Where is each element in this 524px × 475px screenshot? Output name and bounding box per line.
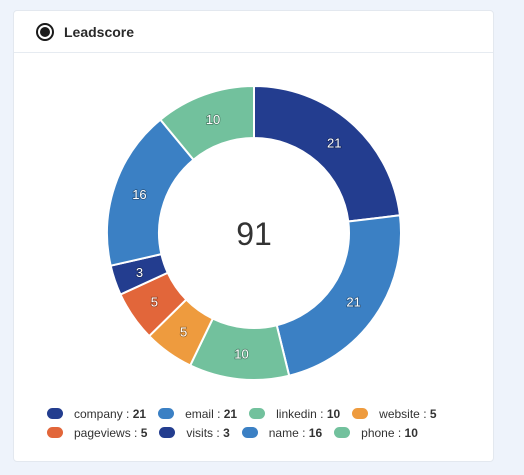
legend-value: 10 (326, 406, 341, 421)
legend-item-company[interactable]: company : 21 (47, 407, 146, 421)
legend-label: website : 5 (379, 406, 437, 421)
legend-row: pageviews : 5 visits : 3 name : 16 phone : … (47, 423, 487, 442)
legend-label: company : 21 (74, 406, 147, 421)
legend-value: 5 (429, 406, 437, 421)
legend-swatch (249, 408, 266, 419)
legend-item-pageviews[interactable]: pageviews : 5 (47, 426, 147, 440)
legend-label: linkedin : 10 (276, 406, 341, 421)
legend-swatch (241, 427, 258, 438)
legend-label: name : 16 (268, 425, 323, 440)
legend-value: 16 (308, 425, 323, 440)
card-header: Leadscore (14, 11, 493, 53)
legend-value: 10 (404, 425, 418, 440)
card-title: Leadscore (64, 23, 135, 40)
leadscore-card: Leadscore (13, 10, 494, 462)
legend-label: pageviews : 5 (74, 425, 148, 440)
legend-swatch (159, 427, 176, 438)
legend-item-visits[interactable]: visits : 3 (159, 425, 230, 440)
legend-label: email : 21 (185, 406, 238, 421)
legend-value: 3 (223, 425, 230, 440)
legend-value: 5 (140, 425, 148, 440)
legend-item-linkedin[interactable]: linkedin : 10 (249, 407, 340, 421)
legend-label: visits : 3 (186, 425, 230, 440)
chart-legend: company : 21 email : 21 linkedin : 10 websi… (47, 404, 487, 442)
legend-item-phone[interactable]: phone : 10 (334, 426, 418, 440)
legend-value: 21 (223, 406, 238, 421)
legend-swatch (47, 408, 63, 419)
legend-item-name[interactable]: name : 16 (241, 425, 323, 440)
legend-swatch (158, 408, 175, 419)
legend-swatch (352, 408, 369, 419)
legend-swatch (334, 427, 351, 438)
legend-item-email[interactable]: email : 21 (158, 407, 237, 421)
radio-selected-icon[interactable] (36, 22, 54, 41)
legend-item-website[interactable]: website : 5 (352, 406, 437, 421)
legend-label: phone : 10 (361, 425, 418, 440)
legend-swatch (47, 427, 63, 438)
legend-row: company : 21 email : 21 linkedin : 10 websi… (47, 404, 487, 423)
legend-value: 21 (132, 406, 147, 421)
